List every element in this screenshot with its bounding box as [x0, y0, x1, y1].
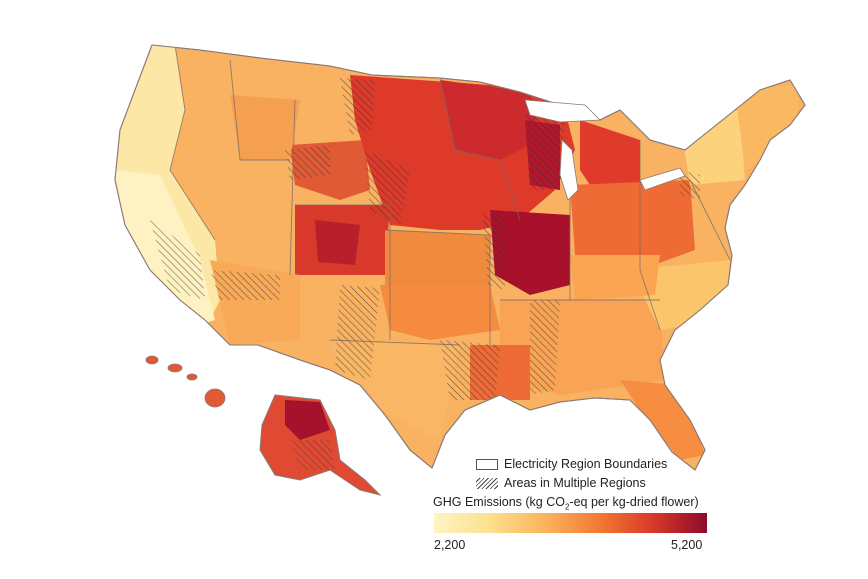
- hatch-area-4: [525, 112, 565, 190]
- region-illinois: [490, 210, 570, 295]
- region-michigan: [580, 120, 640, 200]
- hatch-area-3: [365, 150, 410, 225]
- boundaries-label: Electricity Region Boundaries: [504, 457, 668, 471]
- hatch-area-1: [340, 78, 375, 135]
- boundary-swatch: [476, 458, 498, 470]
- colorbar-title: GHG Emissions (kg CO2-eq per kg-dried fl…: [433, 495, 699, 512]
- region-minnesota: [440, 80, 540, 160]
- hawaii: [145, 355, 226, 408]
- region-new-england: [735, 85, 800, 170]
- lake-erie: [639, 167, 686, 191]
- hatch-swatch: [476, 477, 498, 489]
- hatch-area-11: [150, 220, 205, 300]
- region-oklahoma-texas: [380, 285, 500, 340]
- hatch-area-2: [285, 145, 330, 180]
- colorbar-min-label: 2,200: [434, 538, 466, 552]
- hatch-area-9: [530, 300, 560, 395]
- region-florida: [620, 380, 705, 460]
- alaska-hatch: [290, 440, 335, 470]
- hatch-area-10: [680, 170, 700, 200]
- multiple-label: Areas in Multiple Regions: [504, 476, 646, 490]
- region-wyoming-west: [230, 95, 300, 160]
- region-boundaries: [169, 45, 731, 346]
- hatch-area-6: [335, 285, 380, 380]
- legend-boundaries: Electricity Region Boundaries: [476, 457, 667, 471]
- alaska-dark-core: [285, 400, 330, 440]
- legend-multiple-regions: Areas in Multiple Regions: [476, 476, 646, 490]
- lake-superior: [524, 99, 601, 123]
- region-ohio-valley: [570, 180, 695, 270]
- hatch-area-5: [483, 215, 505, 290]
- region-colorado-core: [315, 220, 360, 265]
- colorbar: [434, 513, 707, 533]
- hatch-area-8: [210, 270, 280, 300]
- lake-michigan: [559, 139, 579, 201]
- colorbar-max-label: 5,200: [671, 538, 703, 552]
- region-kansas: [385, 230, 490, 285]
- region-kentucky: [570, 255, 660, 300]
- hatch-area-7: [440, 340, 500, 400]
